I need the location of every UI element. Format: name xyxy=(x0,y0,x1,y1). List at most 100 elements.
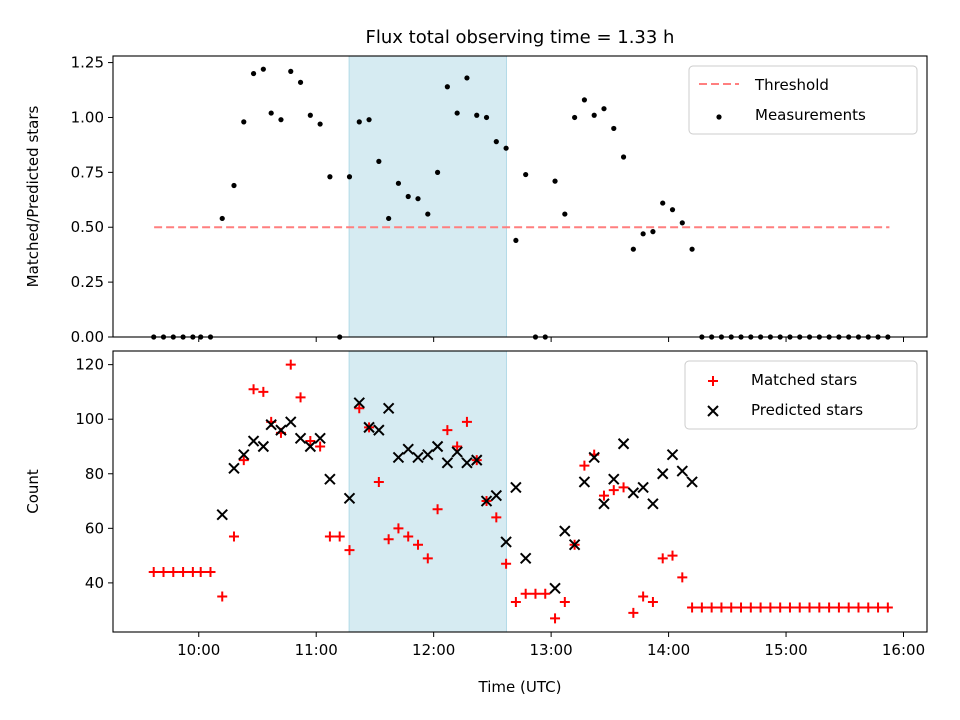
bottom-x-point-1-26 xyxy=(480,495,493,507)
top-y-tick-label-4: 1.00 xyxy=(71,108,104,126)
top-y-tick-label-0: 0.00 xyxy=(71,328,104,346)
top-dot-point-0-22 xyxy=(366,117,372,123)
bottom-x-point-1-5 xyxy=(265,418,277,431)
top-dot-point-0-35 xyxy=(493,139,499,145)
top-dot-point-0-10 xyxy=(250,70,257,77)
bottom-plus-point-0-9 xyxy=(238,455,249,466)
bottom-x-point-1-39 xyxy=(627,487,640,499)
top-dot-point-0-37 xyxy=(513,237,519,244)
top-y-tick-label-2: 0.50 xyxy=(71,218,104,236)
x-axis-label: Time (UTC) xyxy=(478,678,562,696)
bottom-plus-point-0-65 xyxy=(784,602,795,613)
bottom-x-tick-label-3: 13:00 xyxy=(530,641,573,659)
bottom-x-point-1-3 xyxy=(247,435,260,447)
bottom-plus-point-0-67 xyxy=(804,602,815,613)
bottom-plus-point-0-25 xyxy=(393,523,404,534)
bottom-plus-point-0-21 xyxy=(354,403,365,414)
bottom-x-point-1-32 xyxy=(559,525,571,537)
bottom-legend-x-swatch xyxy=(707,405,719,417)
top-dot-point-0-25 xyxy=(395,180,402,186)
bottom-plus-point-0-31 xyxy=(452,441,463,452)
bottom-x-point-1-42 xyxy=(657,468,669,480)
top-dot-point-0-55 xyxy=(689,246,695,252)
bottom-plus-point-0-62 xyxy=(755,602,766,613)
bottom-x-point-1-7 xyxy=(285,416,297,428)
top-dot-point-0-36 xyxy=(503,145,509,151)
bottom-x-point-1-18 xyxy=(402,443,414,455)
bottom-plus-point-0-11 xyxy=(258,386,269,397)
bottom-x-point-1-41 xyxy=(647,498,659,510)
bottom-shaded-interval xyxy=(348,350,507,633)
bottom-x-point-1-45 xyxy=(686,476,698,488)
bottom-x-point-1-14 xyxy=(363,421,375,434)
top-dot-point-0-48 xyxy=(620,154,627,160)
bottom-plus-point-0-61 xyxy=(745,602,756,613)
bottom-plus-point-0-16 xyxy=(305,436,316,447)
top-dot-point-0-45 xyxy=(591,112,597,118)
top-dot-point-0-33 xyxy=(474,112,480,118)
top-dot-point-0-28 xyxy=(425,211,431,217)
bottom-plus-point-0-14 xyxy=(285,359,296,370)
top-dot-point-0-24 xyxy=(386,215,392,222)
bottom-plus-point-0-26 xyxy=(403,531,414,542)
bottom-x-point-1-38 xyxy=(617,438,630,450)
top-y-tick-label-3: 0.75 xyxy=(71,163,104,181)
bottom-x-point-1-19 xyxy=(412,451,424,464)
bottom-x-point-1-24 xyxy=(461,457,473,469)
bottom-x-point-1-1 xyxy=(228,462,240,475)
bottom-y-tick-label-2: 80 xyxy=(85,465,104,483)
bottom-legend-plus-swatch xyxy=(708,376,718,386)
bottom-plus-point-0-38 xyxy=(520,588,531,599)
bottom-plus-point-0-73 xyxy=(863,602,874,613)
top-y-axis-label: Matched/Predicted stars xyxy=(24,106,42,288)
top-dot-point-0-38 xyxy=(523,171,529,178)
top-dot-point-0-49 xyxy=(630,246,636,252)
top-dot-point-0-47 xyxy=(611,125,617,132)
bottom-x-point-1-16 xyxy=(382,402,395,414)
bottom-plus-point-0-47 xyxy=(608,485,619,496)
bottom-x-point-1-6 xyxy=(275,424,287,436)
bottom-plus-point-0-0 xyxy=(148,566,159,577)
top-dot-point-0-43 xyxy=(572,114,578,121)
bottom-plus-point-0-8 xyxy=(228,531,239,542)
bottom-x-point-1-0 xyxy=(216,508,228,521)
bottom-plus-point-0-27 xyxy=(413,539,424,550)
bottom-x-point-1-13 xyxy=(353,397,365,409)
bottom-plus-point-0-24 xyxy=(383,534,394,545)
bottom-x-point-1-11 xyxy=(324,473,336,485)
top-dot-point-0-18 xyxy=(327,174,333,180)
top-y-tick-label-5: 1.25 xyxy=(71,54,104,72)
bottom-plus-point-0-51 xyxy=(647,596,658,607)
bottom-plus-point-0-35 xyxy=(491,512,502,523)
bottom-x-point-1-27 xyxy=(490,489,503,502)
top-dot-point-0-27 xyxy=(415,196,421,202)
bottom-plus-point-0-72 xyxy=(853,602,864,613)
bottom-plus-point-0-7 xyxy=(217,591,228,602)
top-dot-point-0-42 xyxy=(562,211,568,217)
bottom-plus-point-0-64 xyxy=(775,602,786,613)
top-dot-point-0-31 xyxy=(454,110,460,116)
top-legend-label-1: Measurements xyxy=(755,106,866,124)
bottom-x-point-1-4 xyxy=(257,440,270,453)
top-dot-point-0-21 xyxy=(356,119,362,125)
top-dot-point-0-20 xyxy=(346,174,353,180)
bottom-x-point-1-10 xyxy=(314,432,326,445)
bottom-y-tick-label-1: 60 xyxy=(85,519,104,537)
bottom-plus-point-0-1 xyxy=(158,566,169,577)
bottom-plus-point-0-63 xyxy=(765,602,776,613)
bottom-x-point-1-30 xyxy=(519,552,532,565)
bottom-plus-point-0-75 xyxy=(882,602,893,613)
bottom-x-point-1-31 xyxy=(549,582,561,595)
bottom-x-point-1-25 xyxy=(471,454,483,466)
top-dot-point-0-23 xyxy=(376,158,382,164)
top-dot-point-0-30 xyxy=(444,84,450,90)
bottom-y-tick-label-0: 40 xyxy=(85,574,104,592)
bottom-y-tick-label-4: 120 xyxy=(75,356,104,374)
bottom-x-tick-label-2: 12:00 xyxy=(412,641,455,659)
bottom-plus-point-0-58 xyxy=(716,602,727,613)
top-dot-point-0-46 xyxy=(601,106,607,112)
bottom-legend-label-0: Matched stars xyxy=(751,371,857,389)
bottom-plus-point-0-32 xyxy=(461,416,472,427)
top-dot-point-0-12 xyxy=(268,110,274,116)
top-dot-point-0-44 xyxy=(581,97,588,103)
